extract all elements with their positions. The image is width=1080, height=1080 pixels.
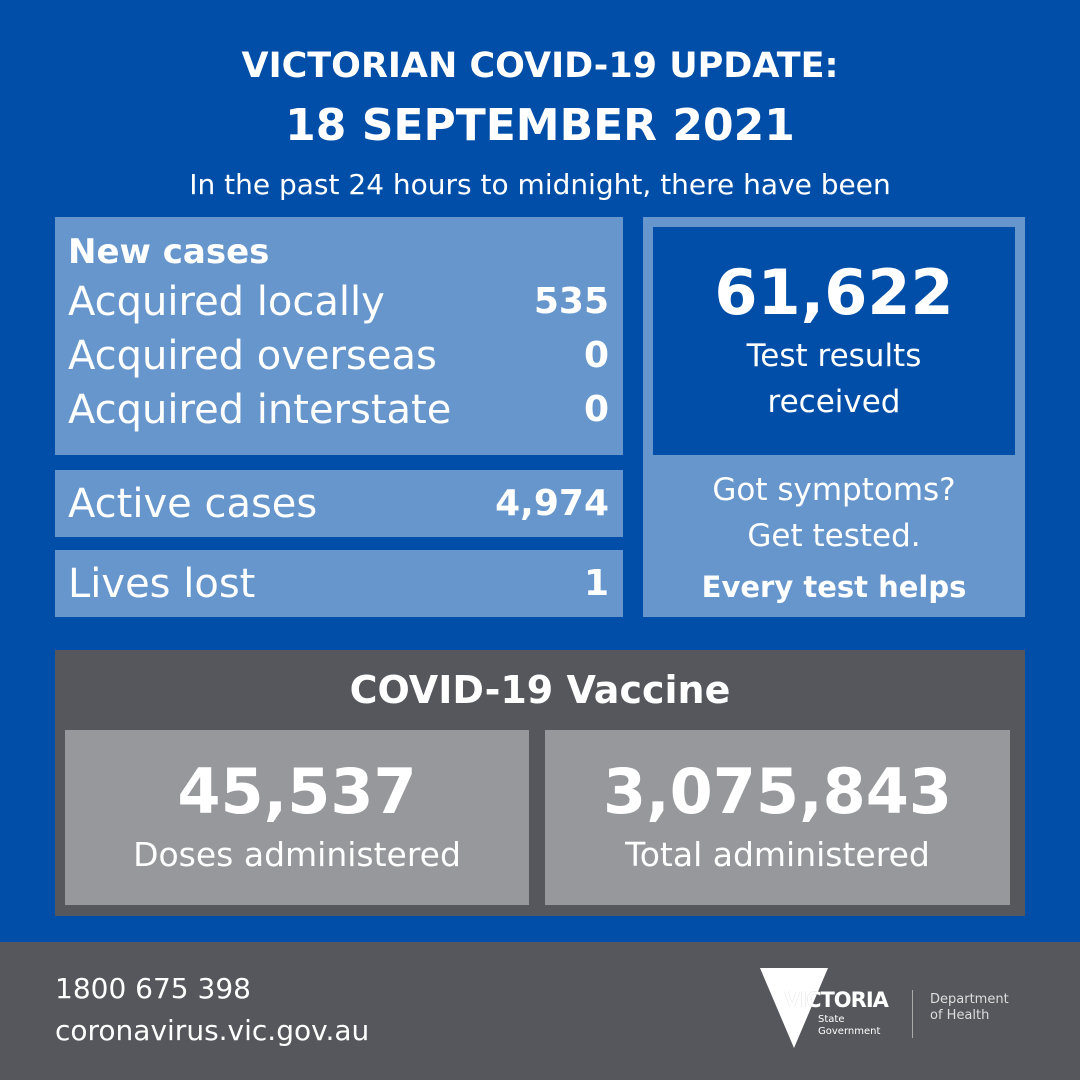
new-cases-panel: New cases Acquired locally 535 Acquired o…: [55, 217, 623, 455]
doses-box: 45,537 Doses administered: [65, 730, 529, 905]
vaccine-title: COVID-19 Vaccine: [349, 668, 731, 712]
dept-line1: Department: [930, 992, 1009, 1007]
tests-value: 61,622: [714, 256, 954, 329]
cta-symptoms: Got symptoms?: [712, 472, 956, 508]
date: 18 SEPTEMBER 2021: [285, 100, 795, 151]
doses-label: Doses administered: [133, 835, 461, 874]
doses-value: 45,537: [177, 755, 417, 828]
value: 0: [583, 389, 609, 430]
victoria-logo: VICTORIA State Government: [758, 964, 898, 1054]
footer: 1800 675 398 coronavirus.vic.gov.au VICT…: [0, 942, 1080, 1080]
phone: 1800 675 398: [55, 972, 251, 1005]
row-interstate: Acquired interstate 0: [55, 383, 623, 437]
total-value: 3,075,843: [602, 755, 953, 828]
value: 1: [583, 562, 609, 604]
label: Lives lost: [68, 560, 256, 607]
new-cases-heading: New cases: [68, 232, 270, 272]
subtitle: In the past 24 hours to midnight, there …: [189, 168, 891, 201]
lives-lost-panel: Lives lost 1: [55, 550, 623, 617]
label: Acquired locally: [68, 279, 385, 325]
logo-sub1: State: [818, 1014, 845, 1025]
logo-text: VICTORIA: [784, 988, 889, 1012]
divider: [912, 990, 913, 1038]
active-cases-panel: Active cases 4,974: [55, 470, 623, 537]
vaccine-panel: COVID-19 Vaccine 45,537 Doses administer…: [55, 650, 1025, 916]
logo-sub2: Government: [818, 1026, 881, 1037]
row-overseas: Acquired overseas 0: [55, 329, 623, 383]
cta-every-test: Every test helps: [701, 570, 967, 604]
value: 4,974: [495, 482, 609, 524]
dept-line2: of Health: [930, 1008, 990, 1023]
label: Active cases: [68, 480, 318, 527]
website[interactable]: coronavirus.vic.gov.au: [55, 1014, 370, 1047]
value: 535: [533, 281, 609, 322]
tests-panel: 61,622 Test results received Got symptom…: [643, 217, 1025, 617]
title: VICTORIAN COVID-19 UPDATE:: [241, 46, 839, 86]
tests-box: 61,622 Test results received: [653, 227, 1015, 455]
label: Acquired interstate: [68, 387, 452, 433]
value: 0: [583, 335, 609, 376]
tests-label2: received: [767, 384, 901, 420]
tests-label1: Test results: [746, 338, 922, 374]
label: Acquired overseas: [68, 333, 437, 379]
victoria-triangle-icon: [760, 968, 828, 1048]
row-local: Acquired locally 535: [55, 275, 623, 329]
total-box: 3,075,843 Total administered: [545, 730, 1010, 905]
cta-tested: Get tested.: [747, 518, 921, 554]
total-label: Total administered: [625, 835, 930, 874]
